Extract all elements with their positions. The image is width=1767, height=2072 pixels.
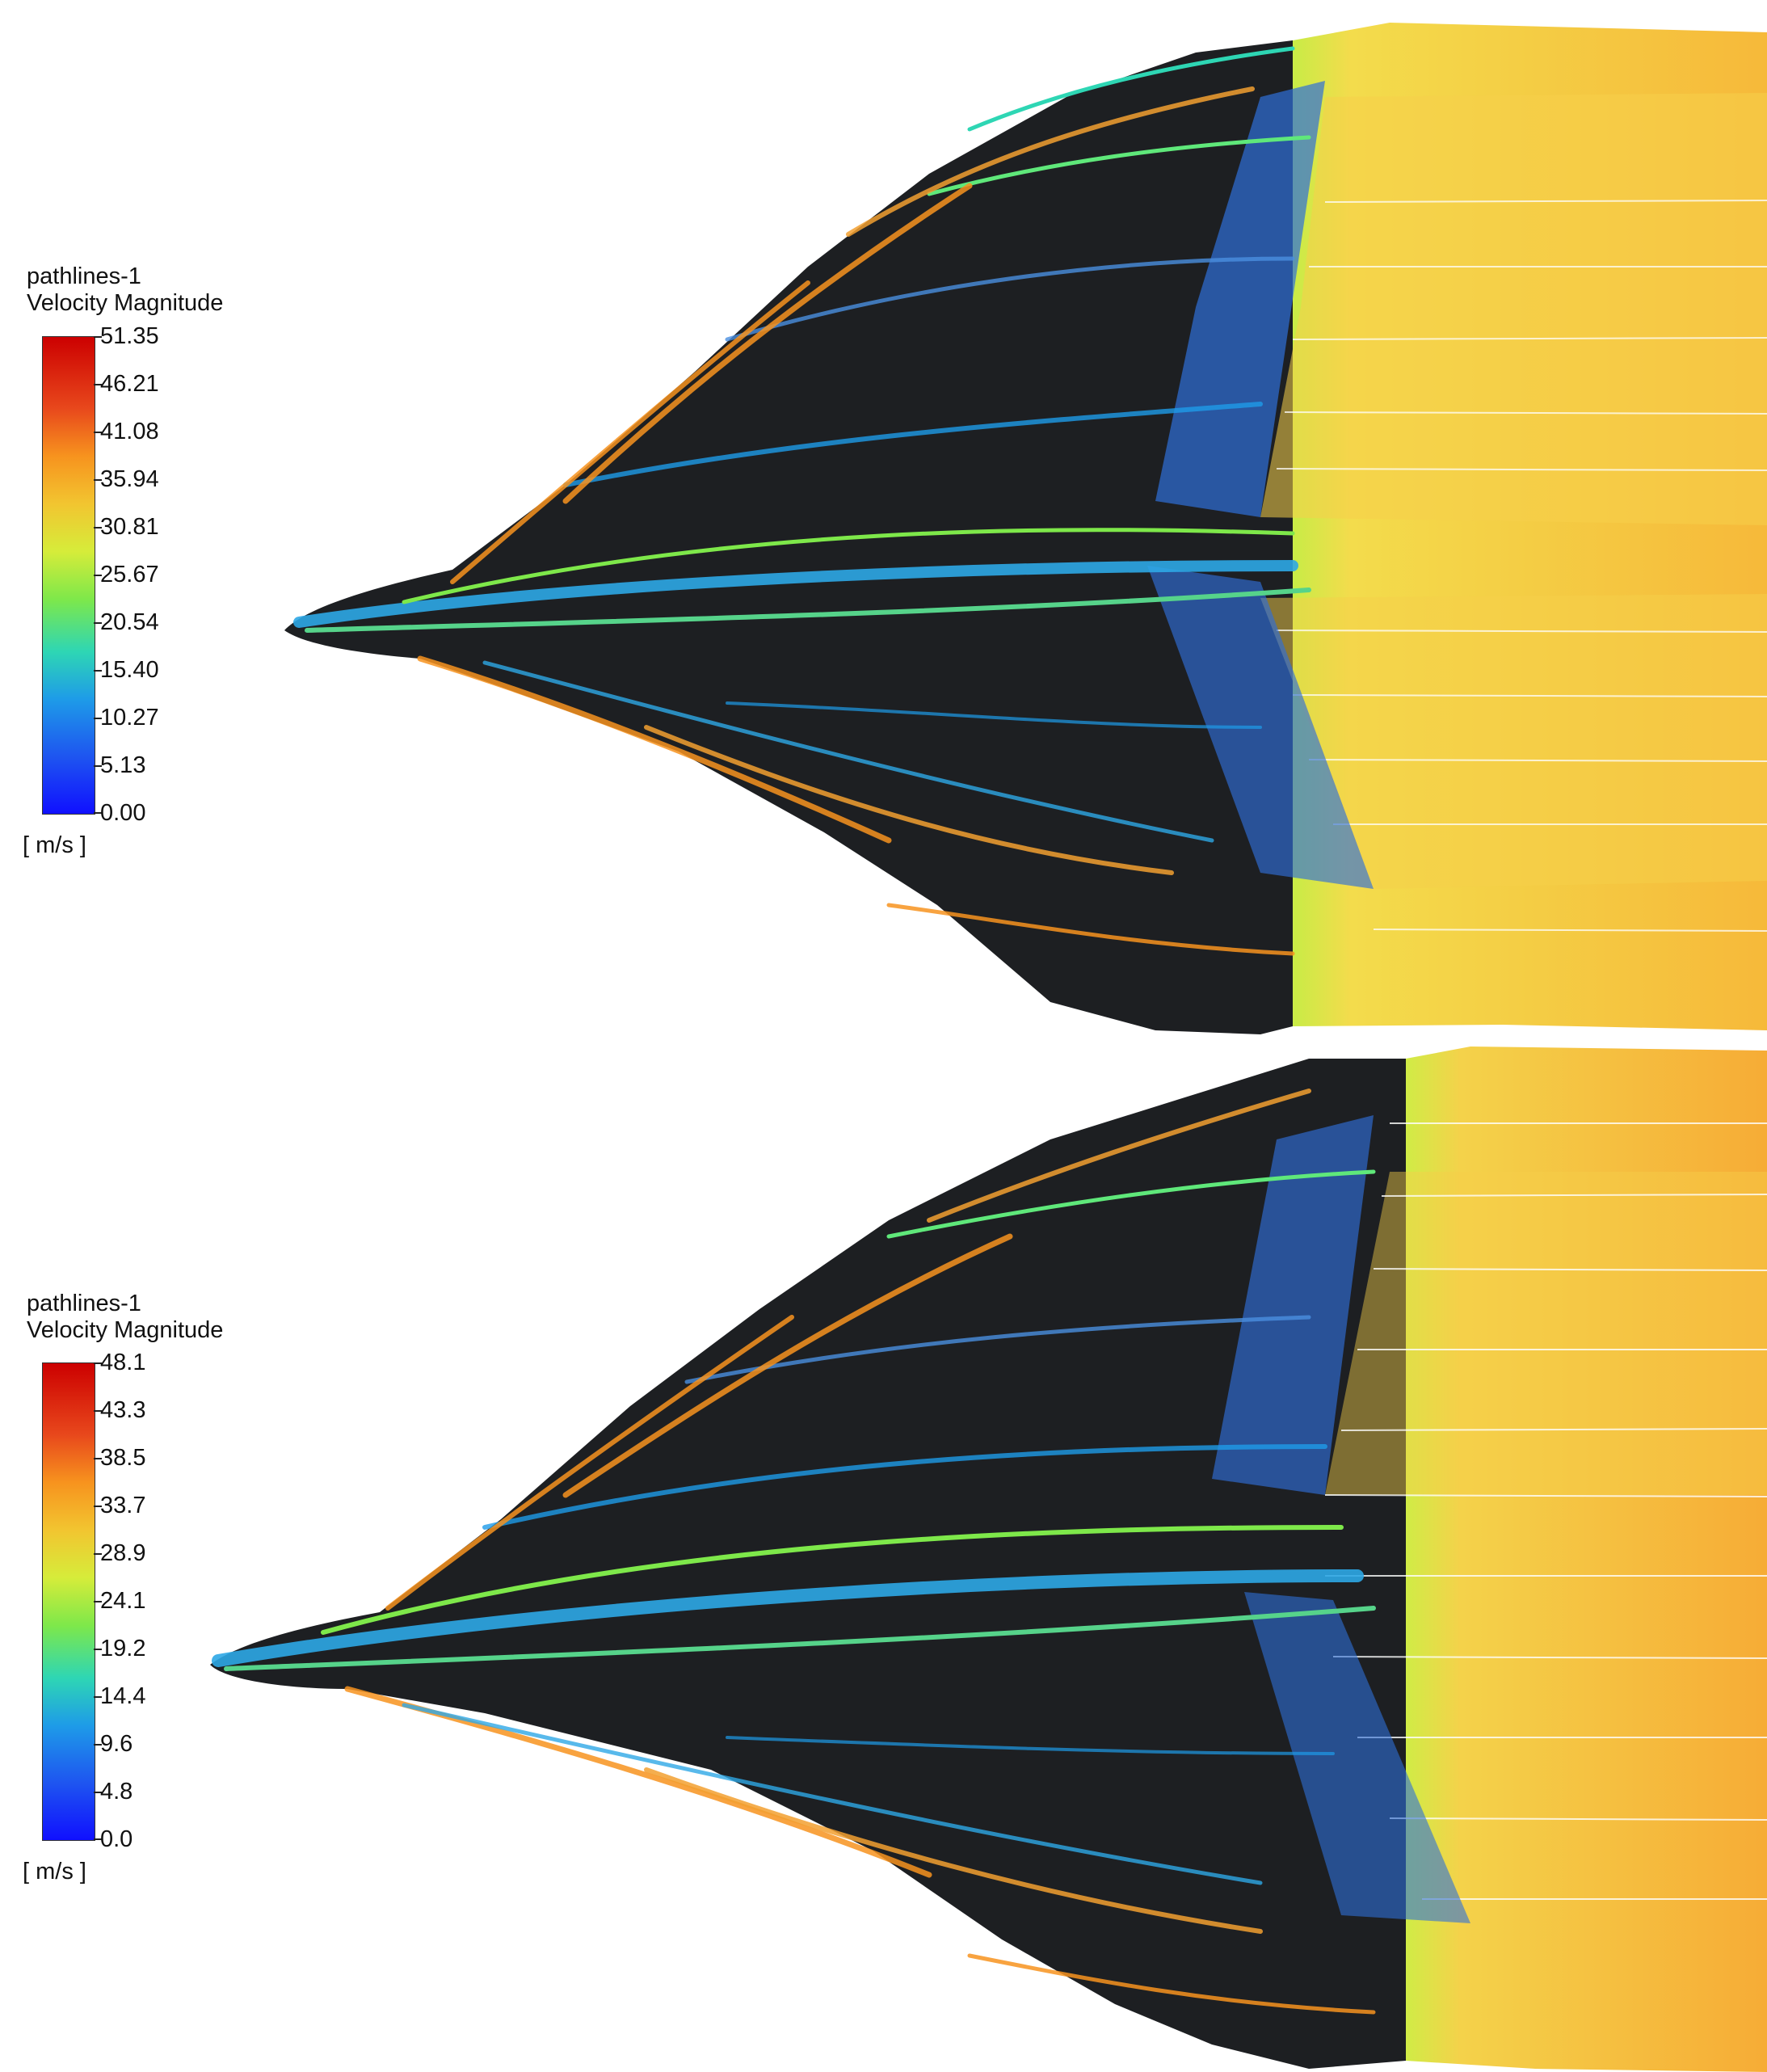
tick-label: 9.6: [100, 1731, 133, 1757]
pathline-visualization-bottom: [210, 1047, 1767, 2072]
tick-label: 51.35: [100, 323, 159, 349]
tick-label: 43.3: [100, 1397, 146, 1423]
tick-label: 48.1: [100, 1350, 146, 1375]
legend-units: [ m/s ]: [23, 1859, 86, 1885]
tick-label: 0.0: [100, 1826, 133, 1852]
colorbar-bottom: [42, 1362, 95, 1841]
tick-label: 0.00: [100, 800, 146, 826]
body-silhouette-top: [284, 40, 1293, 1034]
tick-label: 5.13: [100, 752, 146, 778]
pathline-visualization-top: [284, 23, 1767, 1034]
tick-label: 33.7: [100, 1493, 146, 1518]
colorbar-top: [42, 336, 95, 815]
tick-label: 25.67: [100, 562, 159, 587]
tick-label: 35.94: [100, 466, 159, 492]
tick-label: 14.4: [100, 1683, 146, 1709]
legend-subtitle: Velocity Magnitude: [27, 290, 224, 316]
tick-label: 24.1: [100, 1588, 146, 1614]
legend-title: pathlines-1: [27, 263, 141, 289]
tick-label: 30.81: [100, 514, 159, 540]
tick-label: 20.54: [100, 609, 159, 635]
tick-label: 28.9: [100, 1540, 146, 1566]
pathline-panel-top: pathlines-1 Velocity Magnitude 51.35 46.…: [23, 23, 1767, 1034]
wake-region-bottom: [1406, 1047, 1767, 2072]
velocity-legend-bottom: pathlines-1 Velocity Magnitude: [27, 1291, 223, 1344]
tick-label: 19.2: [100, 1636, 146, 1661]
tick-label: 10.27: [100, 705, 159, 731]
legend-title: pathlines-1: [27, 1291, 141, 1316]
tick-label: 38.5: [100, 1445, 146, 1471]
pathline-panel-bottom: pathlines-1 Velocity Magnitude 48.1 43.3…: [0, 1042, 1767, 2072]
legend-subtitle: Velocity Magnitude: [27, 1317, 224, 1343]
body-silhouette-bottom: [210, 1059, 1406, 2069]
tick-label: 4.8: [100, 1779, 133, 1805]
tick-label: 41.08: [100, 419, 159, 444]
legend-units: [ m/s ]: [23, 832, 86, 858]
tick-label: 15.40: [100, 657, 159, 683]
tick-label: 46.21: [100, 371, 159, 397]
velocity-legend-top: pathlines-1 Velocity Magnitude: [27, 263, 223, 317]
